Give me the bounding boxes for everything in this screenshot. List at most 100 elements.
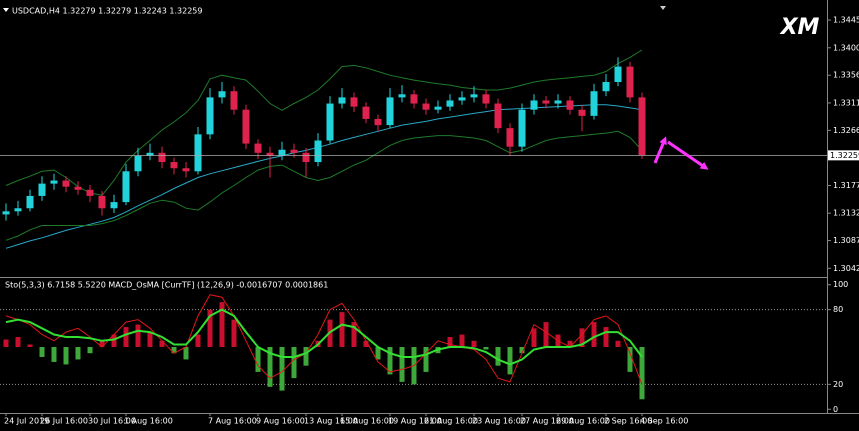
histogram-bar [147, 332, 153, 347]
candle-body [14, 208, 22, 212]
histogram-bar [291, 347, 297, 379]
histogram-bar [123, 327, 129, 347]
candle-body [134, 155, 142, 172]
candle-body [110, 202, 118, 209]
histogram-bar [483, 347, 489, 350]
candle-body [362, 106, 370, 119]
histogram-bar [171, 347, 177, 354]
y-tick-label: 1.34005 [833, 43, 859, 52]
histogram-bar [183, 347, 189, 360]
candle-body [146, 152, 154, 156]
y-tick-label: 80 [833, 305, 843, 314]
candle-body [266, 152, 274, 156]
indicator-header: Sto(5,3,3) 6.7158 5.5220 MACD_OsMA [Curr… [5, 281, 328, 290]
x-tick-label: 29 Aug 16:00 [556, 417, 610, 426]
histogram-bar [159, 340, 165, 347]
x-tick-label: 9 Aug 16:00 [256, 417, 305, 426]
histogram-bar [39, 347, 45, 357]
histogram-bar [507, 347, 513, 375]
histogram-bar [471, 340, 477, 347]
menu-arrow [3, 8, 9, 12]
x-tick-label: 30 Jul 16:00 [88, 417, 136, 426]
candle-body [98, 195, 106, 209]
histogram-bar [519, 347, 525, 354]
histogram-bar [219, 302, 225, 347]
candle-body [578, 109, 586, 116]
candle-body [218, 91, 226, 98]
x-tick-label: 7 Aug 16:00 [208, 417, 257, 426]
histogram-bar [495, 347, 501, 366]
histogram-bar [447, 337, 453, 347]
x-tick-label: 1 Aug 16:00 [124, 417, 173, 426]
histogram-bar [351, 322, 357, 347]
histogram-bar [135, 324, 141, 347]
candle-body [2, 211, 10, 215]
candle-body [338, 97, 346, 104]
candle-body [326, 103, 334, 141]
histogram-bar [591, 322, 597, 347]
candle-body [458, 97, 466, 101]
histogram-bar [75, 347, 81, 360]
candle-body [302, 152, 310, 163]
overlay-line [5, 130, 643, 241]
candle-body [518, 109, 526, 147]
candle-body [62, 180, 70, 187]
histogram-bar [207, 309, 213, 347]
candle-body [638, 97, 646, 156]
candle-body [50, 180, 58, 184]
histogram-bar [387, 347, 393, 375]
candle-body [314, 140, 322, 163]
candle-body [566, 100, 574, 110]
histogram-bar [195, 334, 201, 347]
histogram-bar [255, 347, 261, 372]
candle-body [206, 97, 214, 135]
candle-body [506, 128, 514, 147]
y-tick-label: 1.32665 [833, 126, 859, 135]
candle-body [242, 109, 250, 144]
histogram-bar [639, 347, 645, 400]
y-tick-label: 1.31770 [833, 181, 859, 190]
candle-body [74, 186, 82, 190]
candle-body [542, 100, 550, 104]
histogram-bar [27, 344, 33, 347]
histogram-bar [267, 347, 273, 387]
y-tick-label: 20 [833, 380, 843, 389]
histogram-bar [15, 337, 21, 347]
candle-body [470, 94, 478, 98]
histogram-bar [3, 339, 9, 347]
x-tick-label: 27 Aug 16:00 [520, 417, 574, 426]
annotation-arrow [653, 136, 667, 164]
candle-body [398, 94, 406, 98]
candle-body [614, 66, 622, 82]
histogram-bar [603, 327, 609, 347]
candle-body [230, 91, 238, 110]
histogram-bar [543, 322, 549, 347]
x-tick-label: 4 Sep 16:00 [640, 417, 688, 426]
candle-body [446, 100, 454, 107]
histogram-bar [615, 340, 621, 347]
histogram-bar [63, 347, 69, 365]
histogram-bar [99, 340, 105, 347]
candle-body [590, 91, 598, 116]
histogram-bar [363, 340, 369, 347]
y-tick-label: 1.30425 [833, 264, 859, 273]
shift-marker [660, 6, 666, 10]
candle-body [602, 81, 610, 92]
plot: 1.34455 1.34005 1.33560 1.33110 1.32665 1.317… [0, 16, 859, 426]
x-tick-label: 19 Aug 16:00 [388, 417, 442, 426]
histogram-bar [399, 347, 405, 382]
candle-body [554, 100, 562, 104]
histogram-bar [279, 347, 285, 391]
current-price-box [828, 150, 859, 161]
histogram-bar [459, 334, 465, 347]
y-tick-label: 0 [833, 405, 838, 414]
x-tick-label: 26 Jul 16:00 [40, 417, 88, 426]
x-tick-label: 24 Jul 2019 [4, 417, 49, 426]
x-tick-label: 23 Aug 16:00 [472, 417, 526, 426]
candle-body [122, 171, 130, 203]
histogram-bar [567, 340, 573, 347]
histogram-bar [375, 347, 381, 360]
candle-body [170, 162, 178, 169]
candle-body [158, 152, 166, 163]
overlay-line [5, 49, 643, 196]
